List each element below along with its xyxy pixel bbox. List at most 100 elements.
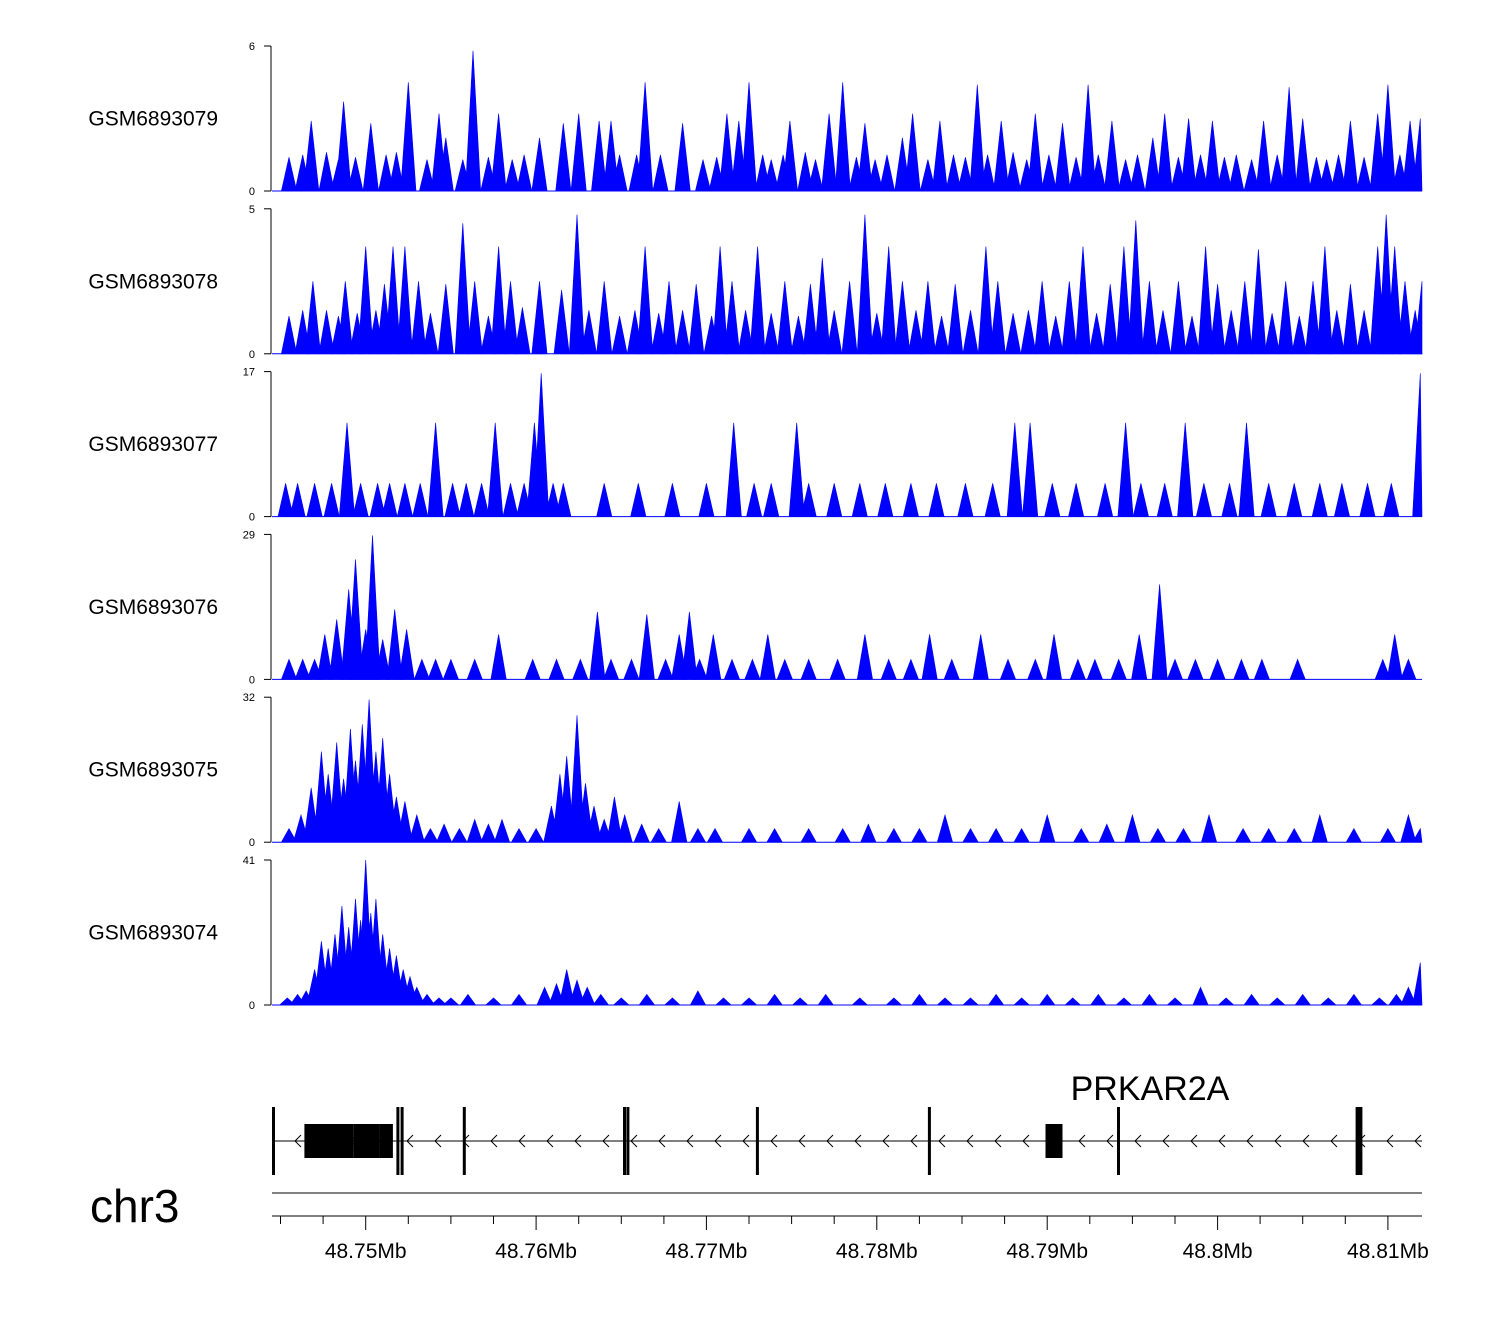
coverage-peak [945,154,962,192]
coverage-peak [1141,993,1158,1006]
coverage-peak [638,993,656,1006]
coverage-peak [674,310,691,355]
coverage-peak [580,310,597,355]
coverage-peak [671,801,688,843]
coverage-peak [791,997,809,1006]
coverage-peak [718,113,735,192]
strand-arrow [854,1134,862,1148]
coverage-peak [623,658,640,680]
coverage-peak [1129,154,1146,192]
coverage-peak [422,313,439,355]
coverage-peak [880,246,897,355]
coverage-peak [435,823,453,843]
data-tracks: GSM689307960GSM689307850GSM6893077170GSM… [88,41,1423,1012]
track-label: GSM6893075 [88,759,218,782]
coverage-peak [781,120,798,192]
coverage-peak [637,82,654,192]
strand-arrow [658,1134,666,1148]
coverage-peak [885,827,903,843]
coverage-peak [1054,123,1071,192]
coverage-peak [289,483,306,517]
coverage-peak [1209,284,1226,355]
x-tick-label: 48.76Mb [495,1240,577,1263]
coverage-peak [1328,310,1345,355]
coverage-peak [1195,483,1212,517]
y-axis-max-label: 32 [243,692,255,704]
track-label: GSM6893078 [88,270,218,293]
strand-arrow [1246,1134,1254,1148]
strand-arrow [826,1134,834,1148]
coverage-peak [1243,993,1260,1006]
strand-arrow [1190,1134,1198,1148]
coverage-peak [907,310,925,355]
coverage-peak [1027,658,1044,680]
coverage-peak [1044,483,1061,517]
coverage-peak [856,634,873,680]
coverage-peak [802,284,819,355]
coverage-peak [1074,246,1091,355]
coverage-peak [318,152,335,192]
strand-arrow [1386,1134,1394,1148]
gene-exon [272,1107,275,1175]
coverage-peak [1034,281,1051,355]
coverage-peak [650,827,667,843]
coverage-peak [1233,658,1250,680]
coverage-peak [1228,154,1245,192]
coverage-peak [1413,281,1423,355]
coverage-peak [957,483,974,517]
coverage-peak [490,634,507,680]
track-gsm6893077: GSM6893077 17 0 [88,367,1423,524]
coverage-peak [1330,154,1347,192]
coverage-peak [1400,986,1417,1006]
coverage-peak [1356,157,1373,192]
coverage-peak [364,535,381,680]
coverage-peak [1234,827,1252,843]
coverage-peak [979,154,996,192]
strand-arrow [630,1134,638,1148]
gene-exon [1355,1107,1359,1175]
coverage-peak [398,629,415,680]
coverage-peak [1374,658,1391,680]
coverage-peak [396,246,413,355]
x-tick-label: 48.77Mb [666,1240,748,1263]
coverage-peak [396,483,413,517]
coverage-peak [972,634,989,680]
coverage-peak [834,82,851,192]
y-axis-zero-label: 0 [249,512,255,524]
coverage-peak [1027,113,1044,192]
coverage-peak [894,281,911,355]
strand-arrow [742,1134,750,1148]
x-tick-label: 48.81Mb [1347,1240,1429,1263]
gene-exon [400,1107,404,1175]
coverage-peak [1022,422,1039,517]
coverage-peak [396,801,413,843]
coverage-peak [1379,84,1396,192]
coverage-peak [1319,997,1337,1006]
coverage-peak [977,246,994,355]
coverage-peak [851,483,868,517]
coverage-peak [1255,120,1272,192]
coverage-peak [776,658,793,680]
gene-exon [755,1107,759,1175]
x-tick-label: 48.79Mb [1006,1240,1088,1263]
coverage-peak [1115,997,1133,1006]
strand-arrow [518,1134,526,1148]
coverage-peak [902,658,920,680]
coverage-peak [1294,118,1311,192]
coverage-peak [1156,113,1173,192]
coverage-peak [384,246,401,355]
strand-arrow [1078,1134,1086,1148]
coverage-peak [826,483,843,517]
strand-arrow [798,1134,806,1148]
coverage-peak [663,997,681,1006]
track-gsm6893078: GSM6893078 5 0 [88,204,1423,361]
coverage-peak [536,986,553,1006]
coverage-peak [1151,584,1168,680]
coverage-peak [928,483,945,517]
coverage-peak [1359,483,1376,517]
coverage-peak [570,113,587,192]
strand-arrow [434,1134,442,1148]
coverage-peak [514,307,531,355]
coverage-peak [437,284,454,355]
